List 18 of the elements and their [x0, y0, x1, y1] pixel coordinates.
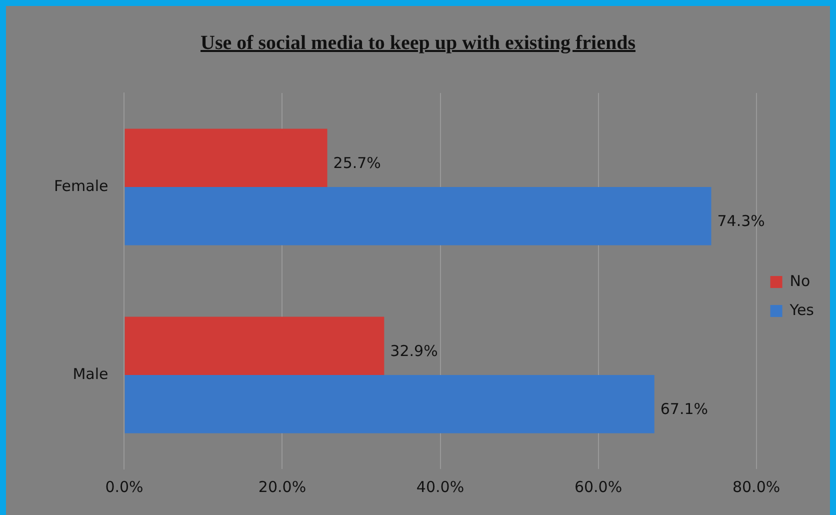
- x-tick-label: 0.0%: [105, 478, 144, 496]
- x-tick-label: 60.0%: [574, 478, 622, 496]
- chart-title: Use of social media to keep up with existing friends: [200, 32, 636, 55]
- bar: [124, 128, 328, 187]
- data-label: 74.3%: [717, 212, 765, 230]
- data-label: 25.7%: [333, 154, 381, 172]
- bar: [124, 375, 654, 434]
- y-tick-label: Female: [54, 176, 108, 195]
- data-label: 32.9%: [390, 342, 438, 360]
- x-tick-label: 40.0%: [416, 478, 464, 496]
- data-label: 67.1%: [660, 400, 708, 418]
- legend-label: Yes: [788, 300, 814, 319]
- y-tick-label: Male: [72, 364, 108, 383]
- x-tick-label: 80.0%: [732, 478, 780, 496]
- bar: [124, 316, 384, 375]
- bar: [124, 187, 712, 246]
- legend-label: No: [790, 272, 810, 290]
- x-tick-label: 20.0%: [258, 478, 306, 496]
